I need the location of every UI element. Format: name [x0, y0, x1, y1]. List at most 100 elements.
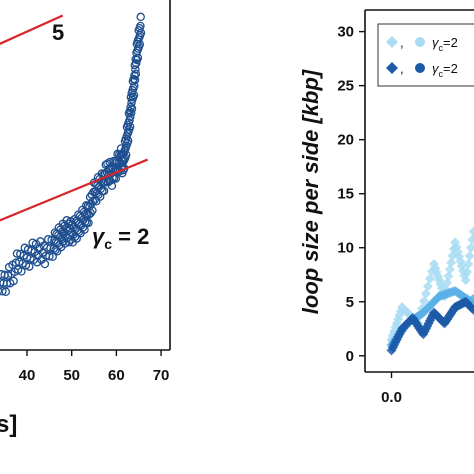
left-data-point — [88, 197, 98, 206]
right-y-tick-label: 20 — [337, 132, 354, 149]
left-data-point — [131, 69, 141, 79]
right-y-axis-label: loop size per side [kbp] — [298, 69, 323, 314]
left-data-point — [121, 150, 131, 160]
left-data-point — [99, 186, 109, 196]
left-data-point — [46, 243, 55, 253]
right-y-tick-label: 10 — [337, 240, 354, 257]
left-fit-line — [0, 158, 149, 222]
left-data-point — [125, 106, 135, 116]
left-x-axis-label: s] — [0, 411, 17, 438]
legend-circle-marker — [415, 37, 425, 47]
left-x-tick-label: 70 — [153, 367, 170, 384]
left-data-point — [130, 60, 140, 70]
left-data-point — [9, 276, 18, 286]
right-y-tick-label: 5 — [346, 294, 354, 311]
legend-rest: =2 — [443, 35, 458, 50]
left-annotation-gamma: γ — [92, 224, 106, 249]
left-data-point — [126, 102, 135, 112]
legend-entry-text: γc=2 — [432, 35, 458, 53]
left-data-point — [0, 286, 3, 295]
legend-sub: c — [439, 69, 444, 79]
right-y-tick-label: 30 — [337, 24, 354, 41]
right-panel: 0 5 10 15 20 25 30 0.00.2 loop size per side [… — [298, 9, 474, 406]
left-data-point — [25, 262, 34, 271]
right-data-point — [464, 250, 474, 261]
left-data-point — [123, 136, 133, 146]
legend-diamond-marker — [386, 36, 398, 48]
right-data-point — [468, 304, 474, 315]
left-data-point — [126, 108, 136, 117]
left-data-point — [1, 287, 11, 297]
left-annotation-sub: c — [104, 236, 112, 252]
left-data-point — [48, 252, 57, 262]
right-data-point — [462, 267, 473, 278]
left-data-point — [111, 174, 121, 183]
left-data-point — [130, 71, 139, 80]
legend-gamma: γ — [432, 61, 440, 76]
left-data-point — [126, 112, 135, 122]
right-x-ticks: 0.00.2 — [381, 372, 402, 406]
right-y-tick-label: 25 — [337, 78, 354, 95]
legend-box — [377, 23, 474, 87]
right-data-point — [424, 273, 435, 284]
legend-separator: , — [400, 61, 404, 76]
left-data-point — [100, 177, 109, 187]
right-data-point — [467, 294, 474, 305]
left-fit-lines — [0, 14, 149, 222]
left-data-point — [135, 40, 145, 49]
right-data-point — [420, 288, 431, 299]
left-data-point — [130, 81, 139, 91]
left-data-point — [43, 235, 53, 244]
legend-entries: , γc=2, γc=2 — [386, 35, 458, 79]
right-y-ticks: 0 5 10 15 20 25 30 — [337, 24, 365, 365]
legend-separator: , — [400, 35, 404, 50]
left-data-point — [125, 116, 134, 125]
left-scatter-series — [0, 12, 146, 297]
left-annotation: γc = 2 — [92, 224, 149, 252]
left-data-point — [88, 206, 97, 215]
legend-gamma: γ — [432, 35, 440, 50]
right-data-point — [466, 242, 474, 253]
left-fit-line — [0, 14, 64, 45]
left-data-point — [0, 287, 7, 296]
left-data-point — [45, 252, 54, 261]
left-panel: 40 50 60 70 5 γc = 2 s] — [0, 0, 171, 438]
right-data-point — [444, 264, 455, 275]
left-data-point — [136, 12, 145, 22]
left-data-point — [133, 53, 143, 63]
left-x-tick-label: 50 — [63, 367, 80, 384]
right-data-point — [442, 277, 453, 288]
legend-circle-marker — [415, 63, 425, 73]
left-data-point — [127, 104, 137, 113]
legend-entry-text: γc=2 — [432, 61, 458, 79]
left-data-point — [107, 181, 117, 191]
right-data-point — [467, 234, 474, 245]
left-data-point — [40, 259, 50, 269]
right-data-point — [418, 296, 429, 307]
right-x-tick-label: 0.0 — [381, 389, 402, 406]
left-data-point — [131, 59, 141, 68]
left-panel-label: 5 — [52, 20, 64, 45]
left-data-point — [84, 218, 93, 228]
right-legend: , γc=2, γc=2 — [377, 23, 474, 87]
right-data-point — [468, 226, 474, 237]
left-x-tick-label: 60 — [108, 367, 125, 384]
left-data-point — [125, 122, 135, 131]
right-data-point — [460, 275, 471, 286]
left-data-point — [130, 75, 140, 85]
legend-diamond-marker — [386, 62, 398, 74]
right-data-point — [463, 258, 474, 269]
right-data-point — [446, 257, 457, 268]
left-data-point — [136, 28, 146, 38]
left-x-ticks: 40 50 60 70 — [19, 350, 170, 384]
left-annotation-eq: = 2 — [112, 224, 149, 249]
legend-sub: c — [439, 43, 444, 53]
right-data-point — [443, 271, 454, 282]
right-y-tick-label: 0 — [346, 348, 354, 365]
left-data-point — [17, 267, 26, 276]
right-y-tick-label: 15 — [337, 186, 354, 203]
left-data-point — [127, 98, 136, 108]
right-data-point — [422, 281, 433, 292]
left-x-tick-label: 40 — [19, 367, 36, 384]
